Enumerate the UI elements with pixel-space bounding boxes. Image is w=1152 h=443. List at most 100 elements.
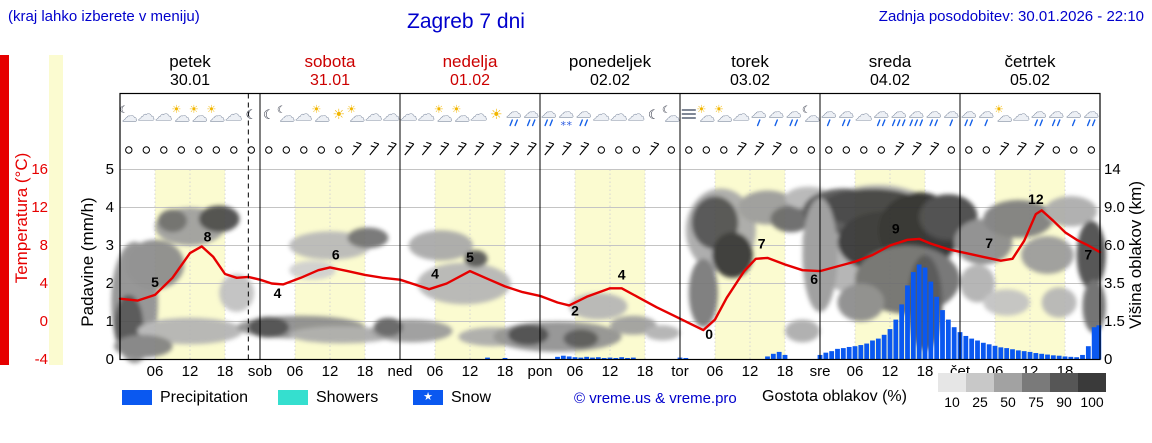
cloud-blob (770, 205, 812, 233)
svg-text:☾: ☾ (277, 105, 286, 116)
svg-text:☁: ☁ (418, 105, 435, 125)
cloud-blob (569, 293, 628, 320)
svg-text:☁: ☁ (365, 105, 382, 125)
temperature-value-label: 9 (892, 221, 900, 237)
svg-text:☁: ☁ (559, 103, 574, 121)
svg-text:☁: ☁ (717, 107, 732, 125)
weather-icon-sun-cloud: ☀☁ (451, 103, 470, 125)
chart-frame (119, 92, 1101, 361)
wind-barb (771, 141, 782, 156)
day-date: 30.01 (169, 72, 211, 89)
precipitation-tick: 1 (105, 312, 114, 330)
svg-text:☁: ☁ (839, 103, 854, 121)
svg-text:☁: ☁ (524, 103, 539, 121)
cloud-scale-segment (938, 373, 966, 392)
svg-text:☁: ☁ (610, 105, 627, 125)
svg-text:☁: ☁ (593, 105, 610, 125)
precip-bar (572, 357, 578, 360)
weather-icon-cloud: ☁ (225, 105, 243, 126)
weather-icon-sun-cloud: ☀☁ (206, 103, 225, 125)
hour-label: 18 (356, 363, 374, 380)
svg-text:☁: ☁ (786, 103, 801, 121)
weather-icon-cloud: ☁ (1012, 105, 1030, 126)
weather-icon-cloud: ☁ (400, 105, 418, 126)
precip-bar (829, 351, 835, 360)
cloud-scale-tick: 25 (972, 394, 988, 410)
cloud-blob (712, 232, 753, 278)
wind-barb (999, 141, 1010, 156)
wind-calm-circle (125, 146, 133, 154)
svg-text:☁: ☁ (280, 107, 295, 125)
wind-calm-circle (615, 146, 623, 154)
wind-barb (509, 141, 520, 156)
temperature-tick: -4 (34, 350, 48, 368)
precip-bar (1027, 351, 1033, 360)
wind-calm-circle (982, 146, 990, 154)
day-headers-row: petek 30.01 sobota 31.01 nedelja 01.02 ponedel… (120, 52, 1100, 92)
svg-text:☁: ☁ (295, 105, 312, 125)
weather-icon-rain: ☁ (838, 103, 854, 127)
temperature-value-label: 2 (571, 303, 579, 319)
svg-text:☁: ☁ (1013, 105, 1030, 125)
cloud-blob (219, 274, 255, 312)
svg-text:☁: ☁ (1084, 103, 1099, 121)
precip-bar (765, 356, 770, 360)
svg-text:*: * (567, 119, 573, 132)
wind-calm-circle (632, 146, 640, 154)
daylight-color-strip (49, 55, 63, 365)
precip-bar (1033, 353, 1039, 360)
copyright-link[interactable]: © vreme.us & vreme.pro (574, 390, 737, 407)
precip-bar (864, 343, 870, 360)
precip-bar (560, 355, 566, 360)
cloud-scale-segment (1078, 373, 1106, 392)
wind-calm-circle (720, 146, 728, 154)
temperature-tick: 16 (31, 160, 48, 178)
cloud-blob (983, 199, 1054, 238)
day-name: nedelja (442, 52, 498, 71)
hour-label: 18 (496, 363, 514, 380)
temperature-value-label: 7 (985, 235, 993, 251)
svg-text:☁: ☁ (506, 103, 521, 121)
wind-calm-circle (160, 146, 168, 154)
weather-icon-rain: ☁ (541, 103, 557, 127)
svg-text:☁: ☁ (210, 107, 225, 125)
weather-icon-cloud: ☁ (732, 105, 750, 126)
day-name: petek (169, 52, 211, 71)
svg-text:☁: ☁ (961, 103, 976, 121)
svg-text:☁: ☁ (665, 107, 680, 125)
weather-icon-rain: ☁ (523, 103, 539, 127)
hour-label: 18 (636, 363, 654, 380)
svg-text:☁: ☁ (628, 105, 645, 125)
cloud-blob (1041, 287, 1077, 318)
page-title: Zagreb 7 dni (407, 10, 525, 33)
weather-icon-drizzle: ☁ (1066, 103, 1082, 127)
weather-icon-sun-cloud: ☀☁ (346, 103, 365, 125)
wind-calm-circle (842, 146, 850, 154)
day-name: četrtek (1004, 52, 1056, 71)
weather-icon-moon-cloud: ☾☁ (277, 105, 295, 125)
precipitation-legend-label: Precipitation (160, 389, 249, 406)
cloud-blob (1082, 279, 1106, 333)
temperature-axis-color-strip (0, 55, 9, 365)
weather-icon-moon-cloud: ☾☁ (662, 105, 680, 125)
hour-label: 06 (146, 363, 164, 380)
cloud-scale-tick: 10 (944, 394, 960, 410)
wind-barb (386, 141, 397, 156)
hour-label: 18 (216, 363, 234, 380)
day-header: sreda 04.02 (820, 52, 960, 90)
hour-label: 06 (286, 363, 304, 380)
temperature-value-label: 7 (1084, 247, 1092, 263)
weather-icon-drizzle: ☁ (768, 103, 784, 127)
weather-icon-fog (681, 109, 696, 119)
wind-barb (754, 141, 765, 156)
precip-bar (1045, 354, 1050, 360)
svg-text:☁: ☁ (979, 103, 994, 121)
temperature-value-label: 6 (332, 247, 340, 263)
weather-icon-cloud: ☁ (627, 105, 645, 126)
day-header: ponedeljek 02.02 (540, 52, 680, 90)
wind-calm-circle (877, 146, 885, 154)
precip-bar (613, 357, 619, 360)
svg-text:☀: ☀ (434, 103, 444, 116)
wind-barb (894, 141, 905, 156)
